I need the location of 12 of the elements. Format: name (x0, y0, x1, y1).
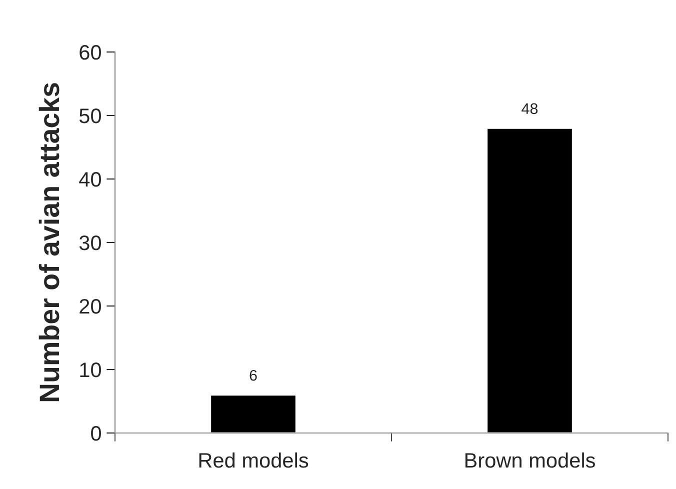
data-label: 48 (522, 103, 538, 114)
y-tick-label: 10 (80, 362, 101, 378)
x-tick-label: Brown models (465, 452, 595, 468)
y-tick-label: 60 (80, 45, 101, 60)
y-tick-label: 0 (91, 426, 101, 441)
y-tick-label: 50 (79, 108, 101, 124)
x-tick-label: Red models (199, 452, 308, 468)
y-tick-label: 40 (79, 172, 101, 187)
y-tick-label: 30 (79, 236, 101, 250)
y-tick-label: 20 (80, 299, 101, 314)
y-axis-title: Number of avian attacks (38, 83, 60, 402)
data-label: 6 (250, 370, 257, 381)
